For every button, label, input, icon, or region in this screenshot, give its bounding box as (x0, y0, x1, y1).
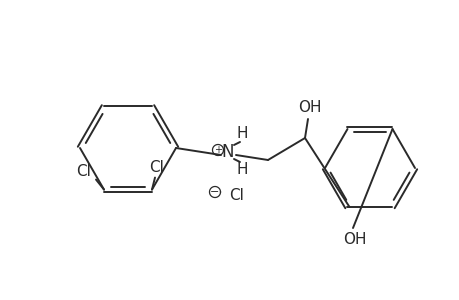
Text: OH: OH (342, 232, 366, 247)
Text: −: − (210, 187, 219, 197)
Text: N: N (221, 143, 234, 161)
Text: Cl: Cl (229, 188, 243, 202)
Text: H: H (236, 127, 247, 142)
Text: +: + (213, 145, 222, 155)
Text: H: H (236, 163, 247, 178)
Text: Cl: Cl (149, 160, 164, 175)
Text: OH: OH (297, 100, 321, 116)
Text: Cl: Cl (76, 164, 91, 179)
